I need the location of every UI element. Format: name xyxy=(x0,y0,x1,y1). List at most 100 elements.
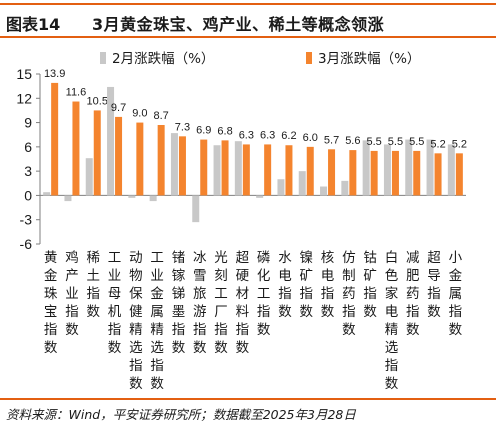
bar-mar xyxy=(115,116,123,196)
data-label-mar: 6.3 xyxy=(239,129,254,141)
category-label: 磷化工指数 xyxy=(257,250,271,338)
bar-feb xyxy=(256,195,264,198)
bar-mar xyxy=(455,153,463,196)
y-tick-label: 3 xyxy=(24,163,32,179)
category-label: 水电指数 xyxy=(278,250,292,320)
category-label: 小金属指数 xyxy=(449,250,463,338)
bar-mar xyxy=(72,101,80,196)
data-label-mar: 6.3 xyxy=(260,129,275,141)
data-label-mar: 6.8 xyxy=(217,125,232,137)
bar-mar xyxy=(221,140,229,196)
category-label: 钴矿指数 xyxy=(363,250,377,320)
bar-feb xyxy=(107,86,115,196)
source-note: 资料来源：Wind，平安证券研究所；数据截至2025年3月28日 xyxy=(6,407,356,422)
data-label-mar: 5.7 xyxy=(324,134,339,146)
category-label: 锗镓锑墨指数 xyxy=(172,250,186,356)
legend-label-mar: 3月涨跌幅（%） xyxy=(318,51,420,67)
bar-feb xyxy=(362,140,370,196)
y-tick-label: 12 xyxy=(16,90,32,106)
bar-mar xyxy=(264,144,272,196)
y-tick-label: 6 xyxy=(24,139,32,155)
category-label: 光刻工厂指数 xyxy=(214,250,228,356)
bar-feb xyxy=(149,195,157,202)
source-top-rule xyxy=(0,398,496,400)
bar-feb xyxy=(277,179,285,196)
bar-mar xyxy=(51,82,59,196)
data-label-mar: 5.2 xyxy=(430,138,445,150)
data-label-mar: 9.0 xyxy=(132,108,147,120)
data-label-mar: 5.5 xyxy=(388,136,403,148)
legend-label-feb: 2月涨跌幅（%） xyxy=(112,51,214,67)
bar-mar xyxy=(413,150,421,196)
bar-mar xyxy=(178,136,186,196)
bar-mar xyxy=(370,150,378,196)
bar-mar xyxy=(434,153,442,196)
y-tick-label: 0 xyxy=(24,187,32,203)
data-label-mar: 6.0 xyxy=(303,132,318,144)
data-label-mar: 8.7 xyxy=(154,110,169,122)
bar-feb xyxy=(85,158,93,196)
bar-mar xyxy=(328,149,336,196)
bar-feb xyxy=(405,139,413,196)
bar-mar xyxy=(157,125,165,196)
category-label: 镍矿指数 xyxy=(300,250,314,320)
legend-swatch-mar xyxy=(306,52,312,64)
bar-feb xyxy=(298,171,306,196)
data-label-mar: 6.2 xyxy=(281,130,296,142)
y-tick-label: 9 xyxy=(24,115,32,131)
bar-mar xyxy=(349,150,357,196)
bar-mar xyxy=(136,122,144,196)
bar-feb xyxy=(426,139,434,196)
bar-mar xyxy=(200,139,208,196)
category-label: 冰雪旅游指数 xyxy=(193,250,207,356)
bar-mar xyxy=(306,146,314,196)
category-label: 核电指数 xyxy=(321,250,335,320)
title-top-rule xyxy=(0,3,496,5)
category-label: 稀土指数 xyxy=(87,250,101,320)
data-label-mar: 13.9 xyxy=(44,68,65,80)
y-tick-label: -3 xyxy=(20,212,33,228)
y-tick-label: 15 xyxy=(16,66,32,82)
bar-feb xyxy=(234,141,242,196)
data-label-mar: 7.3 xyxy=(175,121,190,133)
category-label: 动物保健精选指数 xyxy=(129,250,143,392)
category-label: 白色家电精选指数 xyxy=(385,250,399,392)
category-label: 减肥药指数 xyxy=(406,250,420,338)
category-label: 超导指数 xyxy=(427,250,441,320)
bar-mar xyxy=(93,110,101,196)
data-label-mar: 5.5 xyxy=(367,136,382,148)
title-bottom-rule xyxy=(0,36,496,38)
category-label: 鸡产业指数 xyxy=(65,249,79,338)
data-label-mar: 11.6 xyxy=(66,87,87,99)
bar-feb xyxy=(341,180,349,196)
data-label-mar: 9.7 xyxy=(111,102,126,114)
category-label: 工业金属精选指数 xyxy=(150,250,164,392)
data-label-mar: 5.6 xyxy=(345,135,360,147)
bar-feb xyxy=(192,195,200,223)
bar-feb xyxy=(43,192,51,196)
data-label-mar: 5.5 xyxy=(409,136,424,148)
bar-mar xyxy=(285,145,293,196)
bar-feb xyxy=(383,144,391,196)
category-label: 仿制药指数 xyxy=(342,250,356,338)
category-label: 黄金珠宝指数 xyxy=(44,250,58,356)
bar-feb xyxy=(170,133,178,196)
data-label-mar: 10.5 xyxy=(87,95,108,107)
bar-mar xyxy=(391,150,399,196)
chart-title: 3月黄金珠宝、鸡产业、稀土等概念领涨 xyxy=(92,15,385,34)
data-label-mar: 6.9 xyxy=(196,125,211,137)
bar-feb xyxy=(320,186,328,196)
category-label: 超硬材料指数 xyxy=(236,250,250,356)
bar-feb xyxy=(64,195,72,202)
figure-label: 图表14 xyxy=(6,15,61,34)
bar-feb xyxy=(447,144,455,196)
bar-feb xyxy=(213,145,221,196)
bar-mar xyxy=(242,144,250,196)
data-label-mar: 5.2 xyxy=(452,138,467,150)
legend-swatch-feb xyxy=(100,52,106,64)
y-tick-label: -6 xyxy=(20,236,33,252)
category-label: 工业母机指数 xyxy=(108,250,122,356)
bar-feb xyxy=(128,195,136,198)
